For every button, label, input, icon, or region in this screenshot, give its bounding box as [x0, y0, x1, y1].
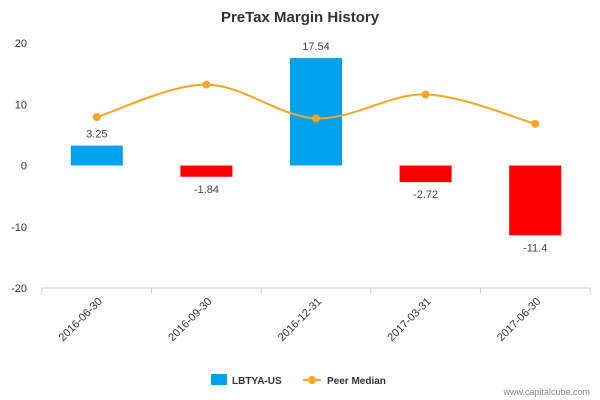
peer-median-point-2016-12-31[interactable] [312, 114, 320, 123]
legend-swatch-lbtya [211, 374, 227, 385]
peer-median-point-2016-09-30[interactable] [202, 80, 211, 89]
bar-value-label: -11.4 [523, 242, 547, 254]
y-tick-label: -10 [11, 222, 27, 234]
peer-median-point-2017-03-31[interactable] [421, 90, 430, 99]
bar-2017-03-31[interactable] [399, 165, 452, 183]
chart-title: PreTax Margin History [221, 9, 380, 26]
legend-label-peer: Peer Median [327, 376, 386, 387]
bar-2016-06-30[interactable] [70, 145, 123, 166]
y-tick-label: 0 [21, 161, 27, 173]
y-tick-label: -20 [11, 283, 27, 295]
bar-2016-12-31[interactable] [290, 58, 342, 166]
bar-value-labels: 3.25 -1.84 17.54 -2.72 -11.4 [86, 41, 547, 254]
bar-value-label: 17.54 [302, 41, 330, 53]
legend-swatch-peer-marker [308, 376, 316, 384]
bar-2017-06-30[interactable] [509, 165, 562, 236]
legend[interactable]: LBTYA-US Peer Median [211, 374, 386, 387]
credit-text: www.capitalcube.com [502, 387, 590, 397]
y-tick-label: 20 [15, 38, 27, 50]
x-tick-label: 2016-09-30 [166, 296, 214, 344]
bar-value-label: -2.72 [413, 189, 438, 201]
y-tick-label: 10 [15, 99, 27, 111]
peer-median-point-2017-06-30[interactable] [531, 119, 540, 128]
legend-label-lbtya: LBTYA-US [232, 376, 282, 387]
x-axis: 2016-06-30 2016-09-30 2016-12-31 2017-03-31… [41, 287, 591, 344]
x-tick-label: 2017-03-31 [385, 296, 433, 344]
bar-2016-09-30[interactable] [180, 165, 233, 177]
peer-median-point-2016-06-30[interactable] [92, 113, 101, 122]
x-tick-label: 2017-06-30 [495, 296, 543, 344]
peer-median-series [92, 80, 540, 128]
bar-series [70, 58, 562, 236]
x-tick-label: 2016-06-30 [57, 296, 105, 344]
bar-value-label: 3.25 [86, 129, 107, 141]
bar-value-label: -1.84 [194, 184, 219, 196]
x-tick-label: 2016-12-31 [276, 296, 324, 344]
y-axis: 20 10 0 -10 -20 [11, 38, 27, 295]
